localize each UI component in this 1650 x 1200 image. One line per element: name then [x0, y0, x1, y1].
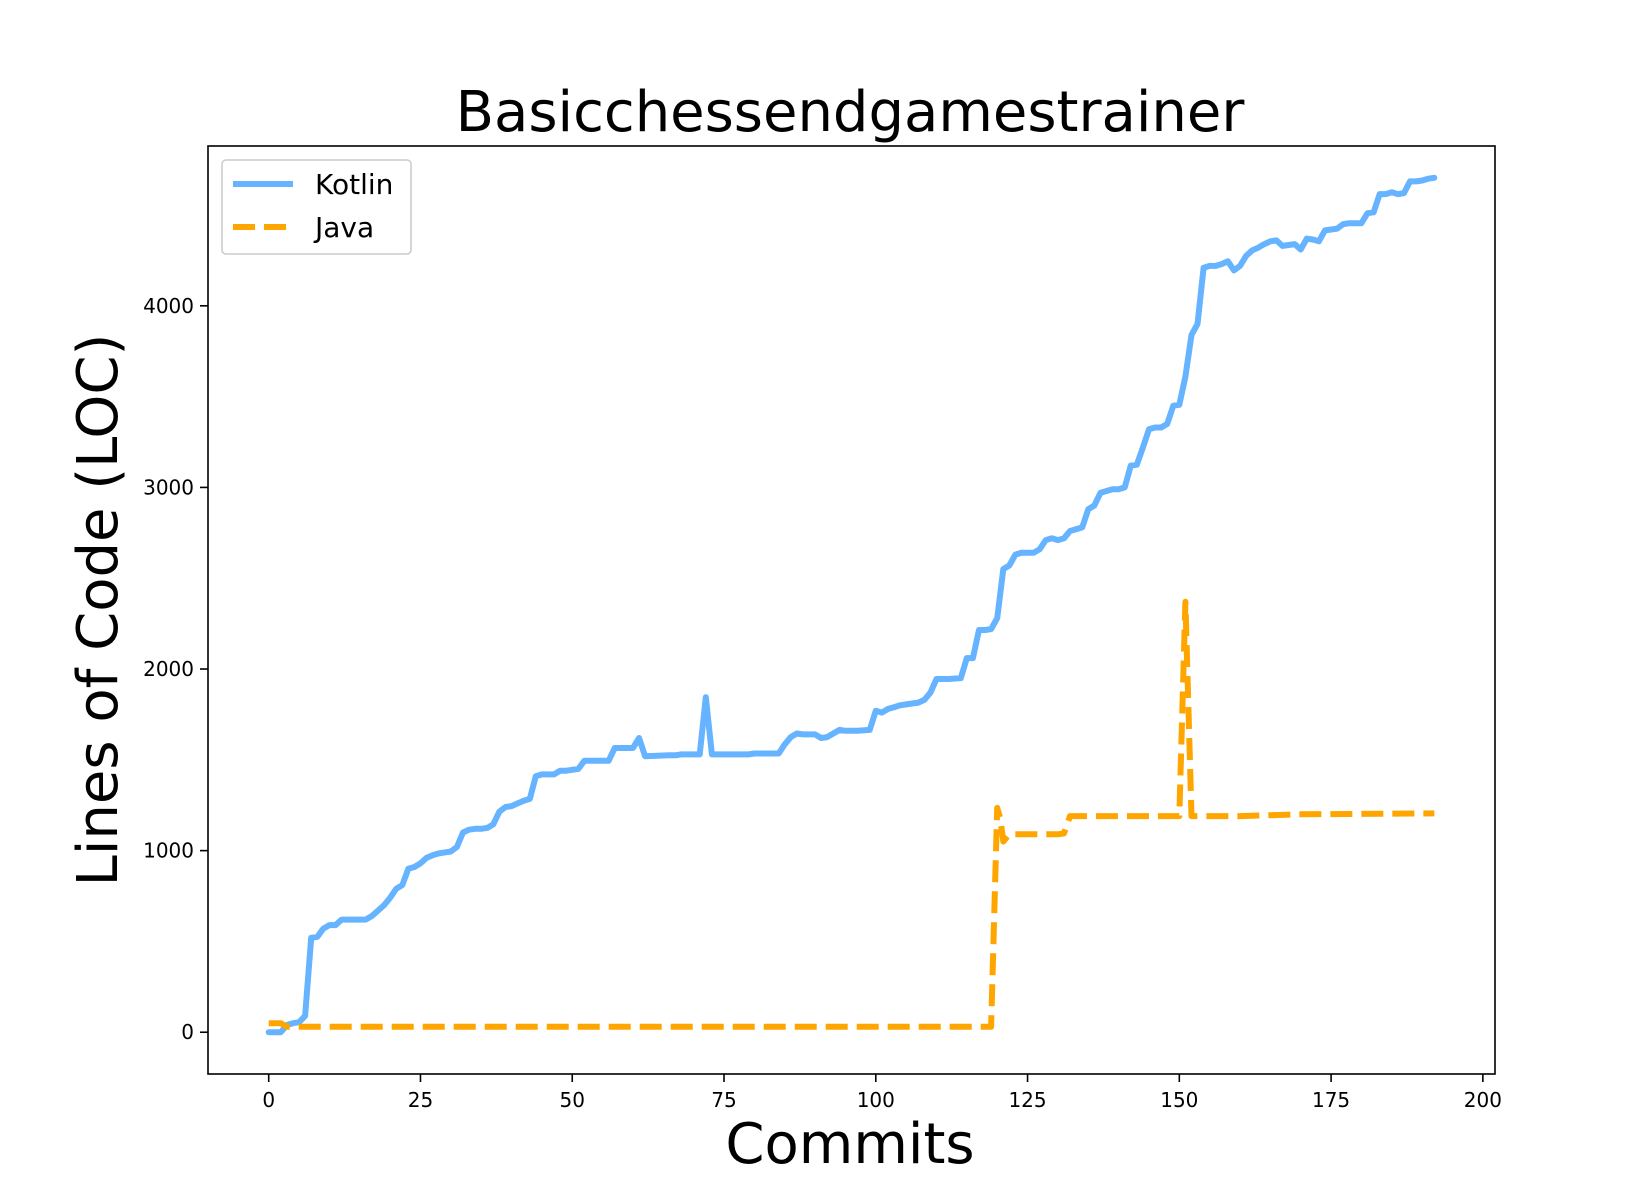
legend-label-java: Java: [313, 211, 374, 244]
x-tick-label: 150: [1160, 1088, 1198, 1112]
y-tick-label: 2000: [143, 657, 194, 681]
x-tick-label: 0: [262, 1088, 275, 1112]
legend-label-kotlin: Kotlin: [315, 168, 393, 201]
x-tick-label: 200: [1464, 1088, 1502, 1112]
plot-frame: [207, 145, 1496, 1075]
y-axis-label: Lines of Code (LOC): [66, 334, 131, 887]
x-tick-label: 25: [408, 1088, 433, 1112]
x-axis-ticks: 0 25 50 75 100 125 150 175 200: [262, 1074, 1502, 1112]
series-line-kotlin: [265, 174, 1438, 1036]
y-tick-label: 0: [181, 1020, 194, 1044]
y-tick-label: 1000: [143, 839, 194, 863]
y-axis-ticks: 0 1000 2000 3000 4000: [143, 294, 208, 1044]
x-tick-label: 175: [1312, 1088, 1350, 1112]
x-tick-label: 100: [857, 1088, 895, 1112]
x-tick-label: 75: [711, 1088, 736, 1112]
legend: Kotlin Java: [221, 159, 412, 255]
series-layer: [265, 174, 1438, 1036]
x-axis-label: Commits: [725, 1112, 974, 1177]
x-tick-label: 50: [560, 1088, 585, 1112]
y-tick-label: 4000: [143, 294, 194, 318]
y-tick-label: 3000: [143, 475, 194, 499]
chart-title: Basicchessendgamestrainer: [456, 80, 1246, 145]
x-tick-label: 125: [1008, 1088, 1046, 1112]
series-line-java: [268, 598, 1435, 1030]
